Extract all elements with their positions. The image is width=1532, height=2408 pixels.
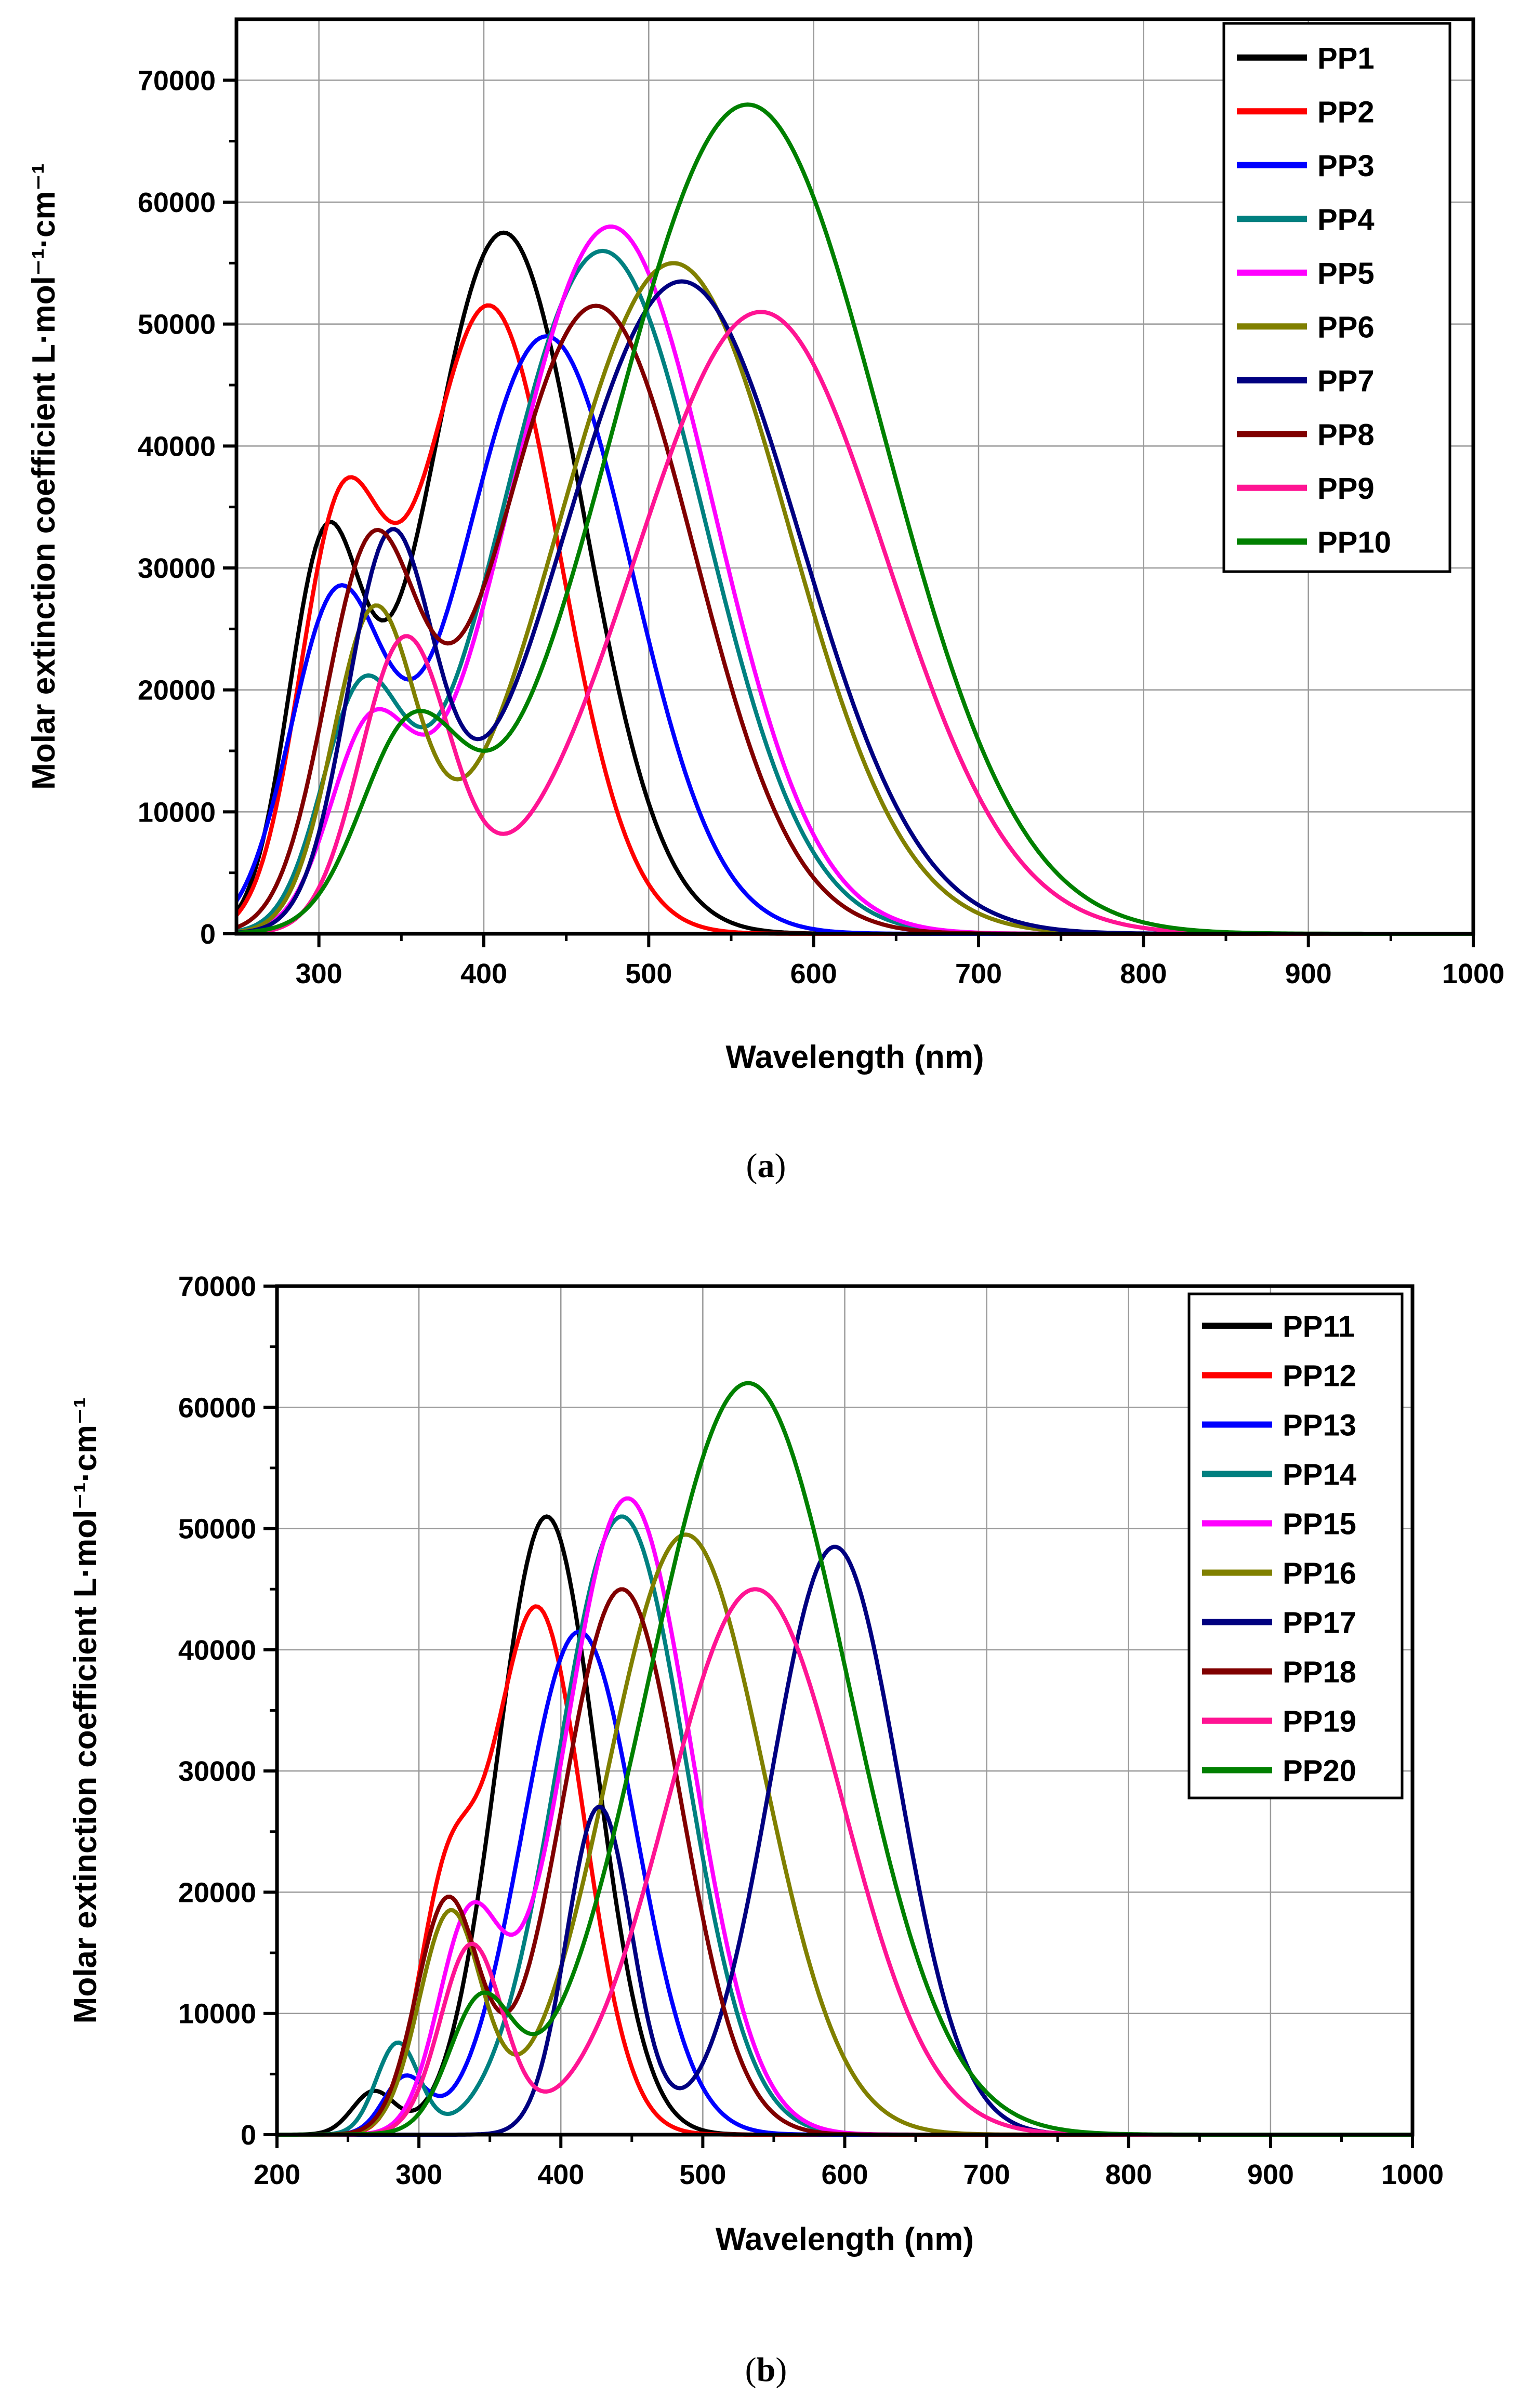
x-tick-label: 400 — [460, 958, 507, 989]
legend-label-pp7: PP7 — [1317, 364, 1375, 398]
y-tick-label: 20000 — [138, 675, 216, 706]
x-tick-label: 300 — [296, 958, 342, 989]
legend-label-pp5: PP5 — [1317, 257, 1375, 290]
x-tick-label: 900 — [1247, 2159, 1294, 2190]
y-tick-label: 40000 — [138, 431, 216, 462]
ticks: 200 300 400 500 600 700 800 900 1000010000200003… — [178, 1271, 1444, 2190]
legend-box — [1222, 22, 1451, 573]
y-tick-label: 70000 — [178, 1271, 256, 1302]
x-tick-label: 800 — [1120, 958, 1167, 989]
x-tick-label: 1000 — [1381, 2159, 1444, 2190]
chart-panel-b: 200 300 400 500 600 700 800 900 1000010000200003… — [68, 1271, 1444, 2389]
legend-label-pp11: PP11 — [1283, 1310, 1355, 1344]
x-tick-label: 500 — [625, 958, 672, 989]
legend-label-pp18: PP18 — [1283, 1656, 1356, 1689]
y-tick-label: 10000 — [178, 1999, 256, 2030]
x-tick-label: 1000 — [1442, 958, 1504, 989]
legend-label-pp3: PP3 — [1317, 149, 1375, 183]
y-axis-title: Molar extinction coefficient L·mol⁻¹·cm⁻… — [26, 163, 62, 790]
panel-caption: (a) — [746, 1147, 786, 1185]
x-tick-label: 600 — [790, 958, 837, 989]
legend: PP1 PP2 PP3 PP4 PP5 PP6 PP7 PP8 PP9 PP10 — [1222, 22, 1451, 573]
x-tick-label: 200 — [254, 2159, 300, 2190]
x-tick-label: 600 — [821, 2159, 868, 2190]
y-tick-label: 50000 — [138, 309, 216, 340]
x-tick-label: 700 — [955, 958, 1002, 989]
legend-label-pp17: PP17 — [1283, 1606, 1356, 1640]
y-tick-label: 60000 — [138, 187, 216, 218]
y-tick-label: 50000 — [178, 1514, 256, 1545]
y-tick-label: 10000 — [138, 797, 216, 828]
legend-label-pp12: PP12 — [1283, 1359, 1356, 1393]
y-axis-title: Molar extinction coefficient L·mol⁻¹·cm⁻… — [68, 1397, 103, 2024]
legend-label-pp6: PP6 — [1317, 310, 1375, 344]
x-tick-label: 500 — [679, 2159, 726, 2190]
y-tick-label: 30000 — [178, 1756, 256, 1787]
chart-panel-a: 300 400 500 600 700 800 900 1000010000200003000… — [26, 17, 1504, 1185]
x-tick-label: 400 — [537, 2159, 584, 2190]
plot-frame — [234, 17, 1475, 936]
y-tick-label: 0 — [200, 919, 216, 950]
legend-label-pp14: PP14 — [1283, 1458, 1356, 1492]
y-tick-label: 40000 — [178, 1635, 256, 1666]
legend-label-pp16: PP16 — [1283, 1557, 1356, 1591]
x-axis-title: Wavelength (nm) — [716, 2221, 974, 2257]
ticks: 300 400 500 600 700 800 900 1000010000200003000… — [138, 65, 1504, 989]
y-tick-label: 60000 — [178, 1392, 256, 1423]
legend-label-pp15: PP15 — [1283, 1507, 1356, 1541]
legend-label-pp1: PP1 — [1317, 42, 1375, 75]
legend-label-pp8: PP8 — [1317, 418, 1375, 452]
x-tick-label: 300 — [395, 2159, 442, 2190]
y-tick-label: 0 — [241, 2120, 256, 2151]
legend-label-pp20: PP20 — [1283, 1754, 1356, 1788]
legend-label-pp9: PP9 — [1317, 472, 1375, 506]
x-axis-title: Wavelength (nm) — [725, 1039, 984, 1075]
legend-label-pp13: PP13 — [1283, 1409, 1356, 1443]
legend-label-pp2: PP2 — [1317, 95, 1375, 129]
panel-caption: (b) — [745, 2351, 787, 2389]
y-tick-label: 70000 — [138, 65, 216, 96]
legend-label-pp4: PP4 — [1317, 203, 1375, 236]
legend-label-pp19: PP19 — [1283, 1705, 1356, 1739]
x-tick-label: 800 — [1105, 2159, 1152, 2190]
x-tick-label: 900 — [1285, 958, 1332, 989]
y-tick-label: 30000 — [138, 553, 216, 584]
y-tick-label: 20000 — [178, 1877, 256, 1908]
legend-label-pp10: PP10 — [1317, 525, 1391, 559]
x-tick-label: 700 — [963, 2159, 1010, 2190]
legend: PP11 PP12 PP13 PP14 PP15 PP16 PP17 PP18 PP19 PP20 — [1187, 1292, 1404, 1800]
